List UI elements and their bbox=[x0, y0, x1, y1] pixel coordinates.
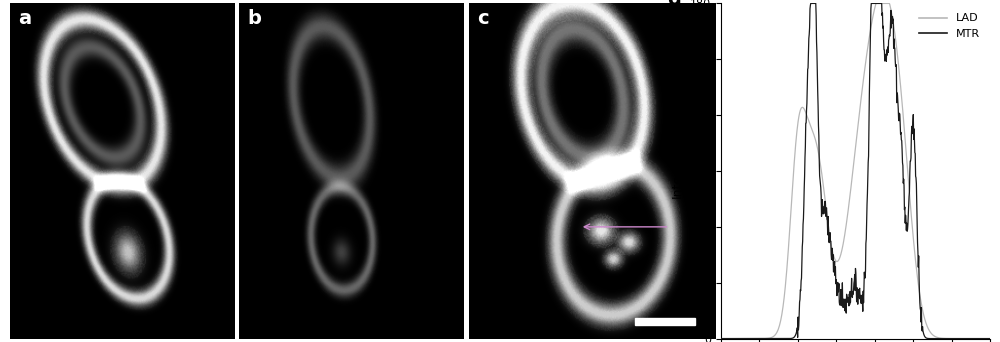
Legend: LAD, MTR: LAD, MTR bbox=[915, 9, 984, 43]
MTR bbox=[780, 337, 792, 341]
Bar bbox=[635, 318, 695, 325]
MTR bbox=[805, 1, 817, 5]
MTR bbox=[958, 337, 970, 341]
LAD bbox=[958, 337, 970, 341]
Text: d: d bbox=[667, 0, 681, 9]
Line: MTR: MTR bbox=[721, 3, 990, 339]
Text: b: b bbox=[248, 9, 261, 27]
MTR bbox=[925, 337, 937, 341]
Line: LAD: LAD bbox=[721, 3, 990, 339]
MTR bbox=[984, 337, 996, 341]
LAD bbox=[925, 331, 937, 335]
LAD bbox=[715, 337, 727, 341]
LAD bbox=[984, 337, 996, 341]
MTR bbox=[800, 121, 812, 125]
LAD bbox=[892, 57, 904, 61]
Y-axis label: Intensity: Intensity bbox=[671, 144, 684, 198]
Text: a: a bbox=[18, 9, 31, 27]
LAD bbox=[800, 110, 812, 115]
Text: c: c bbox=[477, 9, 489, 27]
MTR bbox=[892, 100, 904, 104]
MTR bbox=[790, 330, 802, 334]
MTR bbox=[715, 337, 727, 341]
LAD bbox=[790, 133, 802, 137]
LAD bbox=[870, 1, 882, 5]
LAD bbox=[780, 272, 792, 276]
